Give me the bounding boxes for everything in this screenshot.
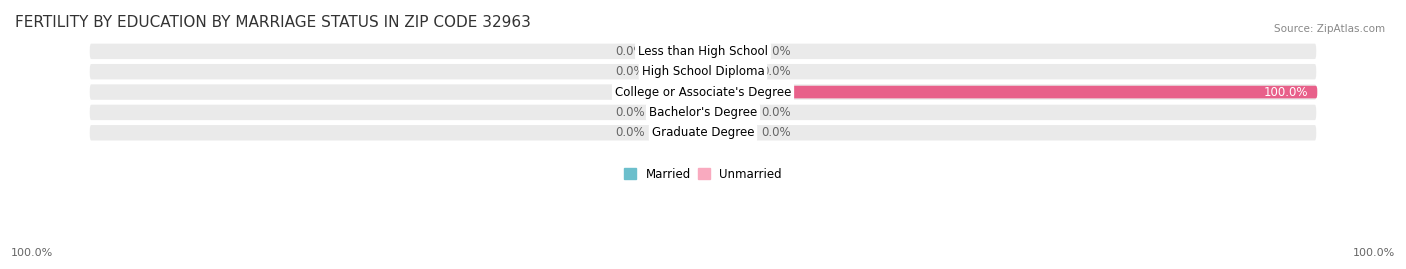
FancyBboxPatch shape <box>703 45 752 58</box>
Text: High School Diploma: High School Diploma <box>641 65 765 78</box>
Text: Graduate Degree: Graduate Degree <box>652 126 754 139</box>
Text: 100.0%: 100.0% <box>1264 86 1308 98</box>
FancyBboxPatch shape <box>89 43 1317 60</box>
Text: College or Associate's Degree: College or Associate's Degree <box>614 86 792 98</box>
FancyBboxPatch shape <box>89 63 1317 80</box>
FancyBboxPatch shape <box>654 126 703 139</box>
FancyBboxPatch shape <box>654 86 703 98</box>
FancyBboxPatch shape <box>89 83 1317 101</box>
Text: Bachelor's Degree: Bachelor's Degree <box>650 106 756 119</box>
FancyBboxPatch shape <box>89 124 1317 141</box>
Text: FERTILITY BY EDUCATION BY MARRIAGE STATUS IN ZIP CODE 32963: FERTILITY BY EDUCATION BY MARRIAGE STATU… <box>15 15 531 30</box>
Text: 0.0%: 0.0% <box>614 86 644 98</box>
FancyBboxPatch shape <box>703 86 1317 98</box>
Text: 100.0%: 100.0% <box>1353 248 1395 258</box>
Text: 0.0%: 0.0% <box>762 106 792 119</box>
Text: 0.0%: 0.0% <box>614 106 644 119</box>
FancyBboxPatch shape <box>703 126 752 139</box>
Text: 0.0%: 0.0% <box>762 45 792 58</box>
FancyBboxPatch shape <box>654 65 703 78</box>
Text: 0.0%: 0.0% <box>614 45 644 58</box>
Text: Source: ZipAtlas.com: Source: ZipAtlas.com <box>1274 24 1385 34</box>
FancyBboxPatch shape <box>89 104 1317 121</box>
FancyBboxPatch shape <box>703 106 752 119</box>
FancyBboxPatch shape <box>703 65 752 78</box>
Text: 0.0%: 0.0% <box>614 126 644 139</box>
Text: 0.0%: 0.0% <box>614 65 644 78</box>
Text: 100.0%: 100.0% <box>11 248 53 258</box>
Legend: Married, Unmarried: Married, Unmarried <box>620 163 786 185</box>
Text: 0.0%: 0.0% <box>762 65 792 78</box>
Text: Less than High School: Less than High School <box>638 45 768 58</box>
FancyBboxPatch shape <box>654 106 703 119</box>
FancyBboxPatch shape <box>654 45 703 58</box>
Text: 0.0%: 0.0% <box>762 126 792 139</box>
